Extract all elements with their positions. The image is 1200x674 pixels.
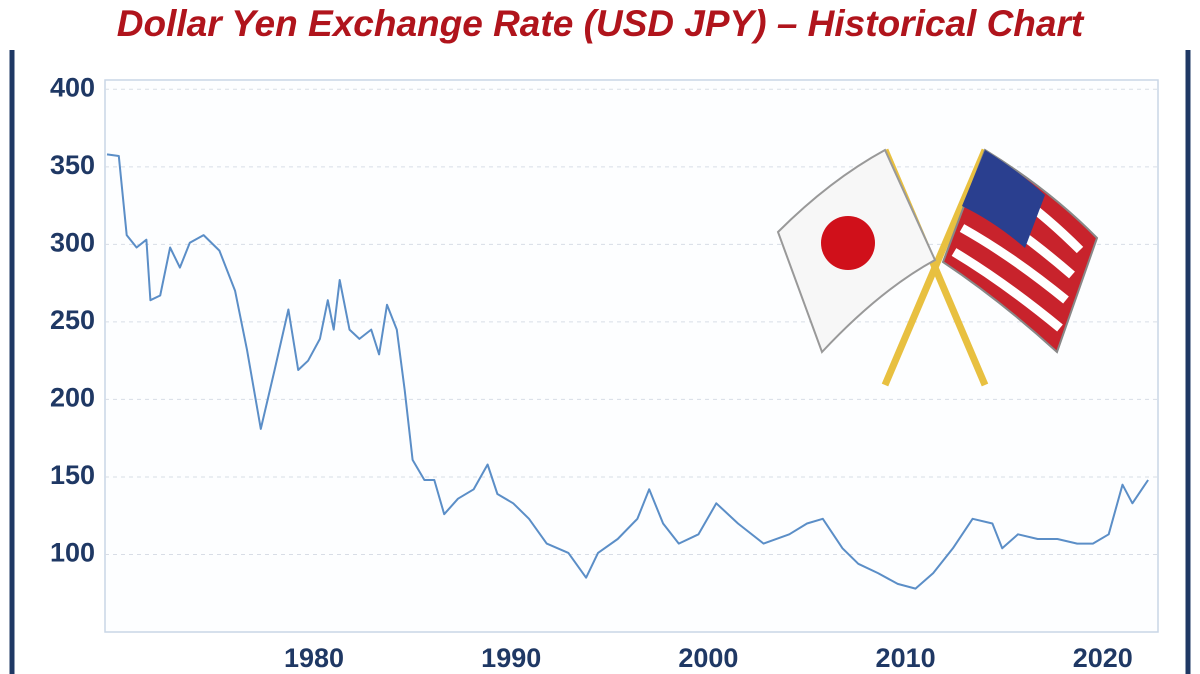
y-tick-label: 100 <box>50 538 95 568</box>
y-tick-label: 150 <box>50 460 95 490</box>
chart-title: Dollar Yen Exchange Rate (USD JPY) – His… <box>117 3 1085 44</box>
us-canton <box>962 150 1045 248</box>
flag-pole <box>881 148 989 387</box>
x-tick-label: 2000 <box>678 643 738 673</box>
flags <box>776 148 1099 387</box>
x-tick-label: 1980 <box>284 643 344 673</box>
y-tick-label: 400 <box>50 72 95 102</box>
japan-sun <box>821 216 875 270</box>
y-tick-label: 200 <box>50 383 95 413</box>
price-line <box>106 153 1149 590</box>
y-tick-label: 300 <box>50 227 95 257</box>
x-tick-label: 1990 <box>481 643 541 673</box>
y-tick-label: 350 <box>50 150 95 180</box>
x-tick-label: 2010 <box>876 643 936 673</box>
y-tick-label: 250 <box>50 305 95 335</box>
x-tick-label: 2020 <box>1073 643 1133 673</box>
